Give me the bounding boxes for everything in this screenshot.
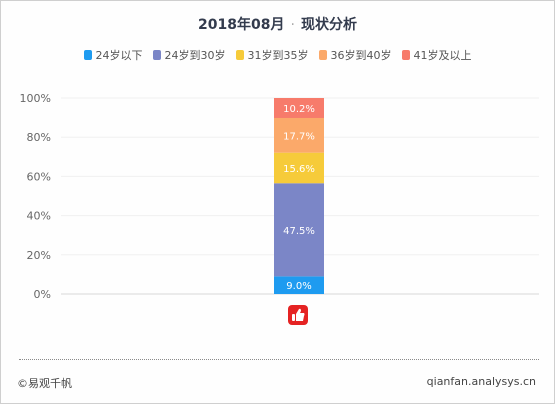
legend-item-3[interactable]: 31岁到35岁: [235, 47, 309, 63]
legend-item-5[interactable]: 41岁及以上: [401, 47, 472, 63]
title-topic: 现状分析: [300, 17, 357, 33]
data-label: 17.7%: [283, 131, 315, 142]
data-label: 10.2%: [283, 104, 315, 115]
legend-swatch: [401, 50, 410, 60]
stacked-bar-chart: 0% 20% 40% 60% 80% 100% 9.0% 47.5% 15.6% 17.7% 10.…: [20, 92, 539, 325]
bar-segment-4: [274, 117, 324, 153]
legend-label: 31岁到35岁: [247, 49, 309, 62]
bar-segment-5: [274, 98, 324, 118]
y-tick-label: 40%: [27, 210, 51, 223]
y-tick-label: 60%: [27, 170, 51, 183]
footer-divider: [19, 359, 539, 360]
legend-label: 24岁以下: [95, 49, 143, 62]
source-url: qianfan.analysys.cn: [426, 375, 536, 388]
chart-title: 2018年08月 · 现状分析: [1, 14, 554, 34]
legend-label: 36岁到40岁: [330, 49, 392, 62]
legend-swatch: [235, 50, 244, 60]
data-label: 9.0%: [286, 281, 311, 292]
legend-item-1[interactable]: 24岁以下: [83, 47, 143, 63]
legend-item-2[interactable]: 24岁到30岁: [152, 47, 226, 63]
y-tick-label: 100%: [20, 92, 51, 105]
legend-label: 41岁及以上: [413, 49, 472, 62]
legend-swatch: [83, 50, 92, 60]
data-label: 47.5%: [283, 226, 315, 237]
legend-swatch: [318, 50, 327, 60]
bar-segment-2: [274, 183, 324, 277]
y-tick-label: 0%: [34, 288, 51, 301]
y-tick-label: 80%: [27, 131, 51, 144]
title-separator: ·: [290, 17, 295, 33]
legend-item-4[interactable]: 36岁到40岁: [318, 47, 392, 63]
legend: 24岁以下 24岁到30岁 31岁到35岁 36岁到40岁 41岁及以上: [1, 47, 554, 63]
legend-label: 24岁到30岁: [164, 49, 226, 62]
legend-swatch: [152, 50, 161, 60]
thumb-shape: [296, 308, 305, 321]
copyright-text: ©易观千帆: [17, 377, 72, 390]
bar-segment-1: [274, 276, 324, 294]
thumb-cuff-shape: [292, 314, 295, 321]
title-date: 2018年08月: [198, 17, 285, 33]
data-label: 15.6%: [283, 164, 315, 175]
y-tick-label: 20%: [27, 249, 51, 262]
bar-segment-3: [274, 152, 324, 184]
